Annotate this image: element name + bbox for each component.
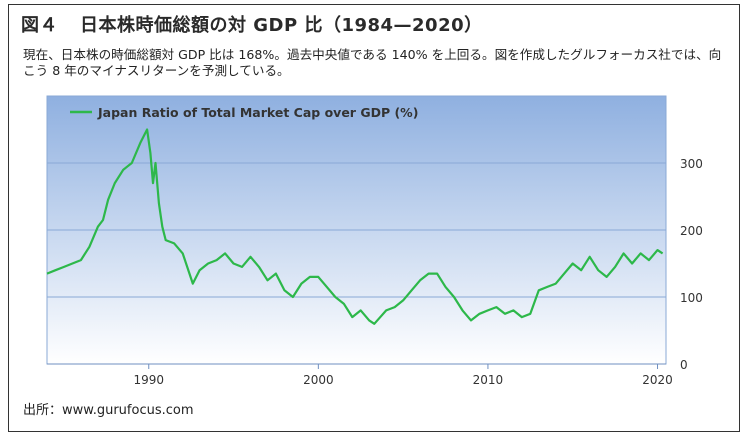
figure-source: 出所：www.gurufocus.com	[23, 403, 194, 418]
x-tick-label-2010: 2010	[473, 373, 504, 387]
series-line-japan-ratio	[46, 128, 664, 325]
figure-title: 図４ 日本株時価総額の対 GDP 比（1984—2020）	[21, 11, 483, 37]
x-tick-label-2020: 2020	[642, 373, 673, 387]
x-tick-label-1990: 1990	[133, 373, 164, 387]
figure-number: 図４	[21, 15, 58, 36]
y-tick-label-300: 300	[680, 157, 703, 171]
legend-label: Japan Ratio of Total Market Cap over GDP…	[97, 105, 418, 120]
x-tick-label-2000: 2000	[303, 373, 334, 387]
figure-title-text: 日本株時価総額の対 GDP 比（1984—2020）	[80, 15, 483, 36]
figure-description: 現在、日本株の時価総額対 GDP 比は 168%。過去中央値である 140% を…	[23, 47, 722, 78]
y-tick-label-200: 200	[680, 224, 703, 238]
y-tick-label-0: 0	[680, 358, 688, 372]
y-tick-label-100: 100	[680, 291, 703, 305]
